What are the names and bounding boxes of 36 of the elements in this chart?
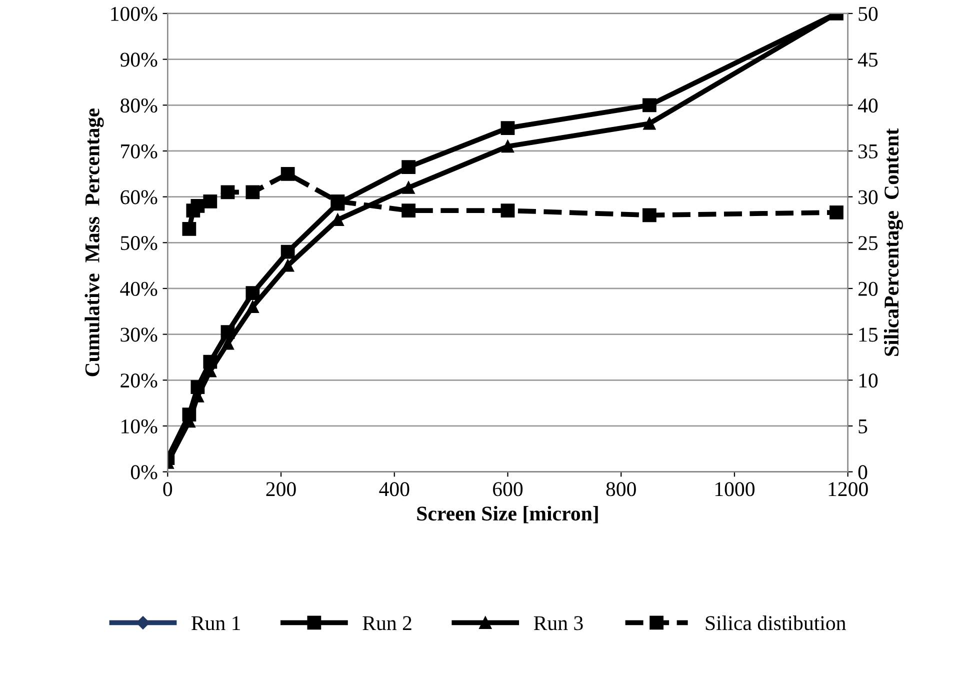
- y-tick-label: 10%: [122, 419, 158, 434]
- y2-tick-label: 30: [858, 190, 878, 204]
- y2-axis-title: SilicaPercentage Content: [884, 128, 903, 356]
- y-axis-title: Cumulative Mass Percentage: [84, 108, 104, 376]
- y2-tick-label: 35: [858, 144, 878, 158]
- legend-label: Run 1: [192, 616, 240, 630]
- x-tick-label: 600: [493, 482, 523, 496]
- x-tick-label: 800: [606, 482, 636, 496]
- legend-label: Run 3: [534, 616, 583, 630]
- y-tick-label: 90%: [120, 52, 158, 67]
- x-tick-label: 1200: [828, 482, 868, 496]
- x-tick-label: 200: [266, 482, 296, 496]
- y2-tick-label: 5: [858, 420, 868, 434]
- y-tick-label: 100%: [111, 6, 158, 21]
- x-axis-title: Screen Size [micron]: [417, 506, 598, 524]
- legend-label: Silica distibution: [706, 616, 846, 630]
- x-tick-label: 400: [379, 482, 410, 496]
- y-tick-label: 0%: [130, 465, 158, 480]
- y2-tick-label: 15: [859, 328, 878, 342]
- y-tick-label: 60%: [120, 190, 158, 204]
- y2-tick-label: 45: [858, 52, 878, 67]
- y2-tick-label: 10: [859, 374, 878, 388]
- x-tick-label: 0: [163, 482, 172, 496]
- y2-tick-label: 40: [858, 98, 878, 113]
- y-tick-label: 20%: [120, 374, 158, 388]
- y-tick-label: 40%: [120, 282, 158, 296]
- legend-label: Run 2: [362, 616, 412, 630]
- x-tick-label: 1000: [715, 482, 755, 496]
- y2-tick-label: 25: [858, 236, 878, 250]
- y-tick-label: 80%: [120, 98, 158, 113]
- y-tick-label: 50%: [120, 236, 158, 250]
- y-tick-label: 30%: [120, 328, 158, 342]
- y2-tick-label: 0: [858, 465, 868, 480]
- y2-tick-label: 20: [858, 282, 878, 296]
- y2-tick-label: 50: [858, 6, 878, 21]
- y-tick-label: 70%: [121, 144, 158, 158]
